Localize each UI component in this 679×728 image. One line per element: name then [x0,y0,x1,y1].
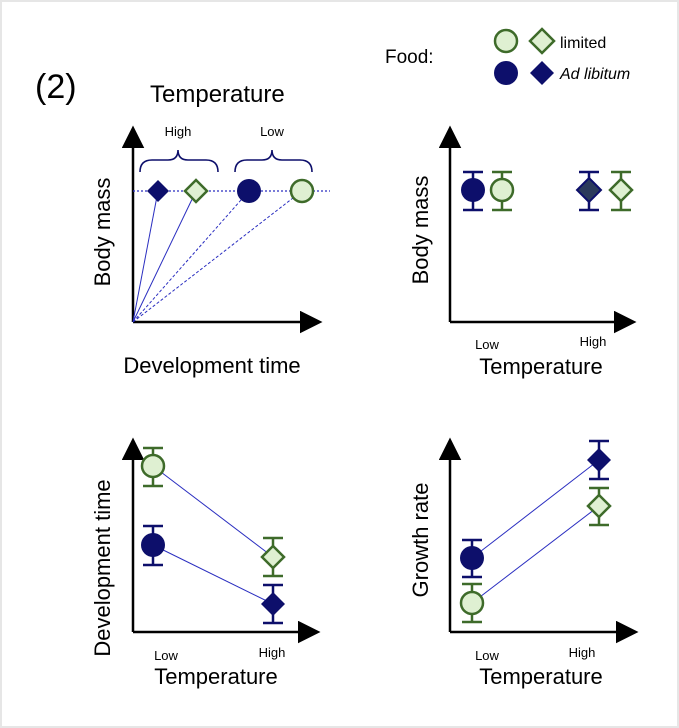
panel-label: (2) [35,68,77,106]
panel-a-low-adlib-circle [237,179,261,203]
panel-a-brace-low-label: Low [260,124,284,139]
panel-a-low-limited-circle [289,178,315,204]
legend-limited-label: limited [560,35,606,52]
panel-d-high-limited-diamond [586,493,612,519]
panel-a-high-adlib-diamond [147,180,169,202]
panel-c-adlib-line [152,544,274,605]
panel-a-ray-high-limited [132,190,197,323]
panel-b-low-limited-circle [489,177,515,203]
panel-a-brace-low [234,149,313,173]
legend-title: Food: [385,47,434,68]
legend-adlib-circle-icon [494,61,518,85]
panel-d-low-adlib-circle [460,546,484,570]
panel-c: Development time Low High Temperature [90,437,321,689]
panel-c-tick-low: Low [154,648,178,663]
panel-b-tick-low: Low [475,337,499,352]
panel-c-xlabel: Temperature [154,664,278,689]
panel-a-brace-high [139,149,219,173]
panel-c-high-adlib-diamond [261,592,285,616]
panel-b-high-adlib-diamond [575,176,603,204]
panel-a-ray-low-adlib [132,190,250,323]
panel-c-low-limited-circle [140,453,166,479]
panel-b-tick-high: High [580,334,607,349]
legend-limited-diamond-icon [528,27,556,55]
panel-c-high-limited-diamond [260,544,286,570]
panel-c-limited-line [152,465,274,558]
panel-d-ylabel: Growth rate [408,483,433,598]
panel-d: Growth rate Low High Temperature [408,437,639,689]
panel-d-tick-high: High [569,645,596,660]
panel-d-tick-low: Low [475,648,499,663]
panel-d-xlabel: Temperature [479,664,603,689]
panel-a-high-limited-diamond [183,178,209,204]
panel-d-adlib-line [471,459,600,559]
panel-a-brace-high-label: High [165,124,192,139]
panel-b: Body mass Low High Temperature [408,125,637,379]
panel-c-tick-high: High [259,645,286,660]
panel-b-ylabel: Body mass [408,176,433,285]
panel-b-high-limited-diamond [608,177,634,203]
panel-c-ylabel: Development time [90,479,115,656]
panel-c-low-adlib-circle [141,533,165,557]
panel-d-limited-line [471,505,600,604]
panel-d-high-adlib-diamond [587,448,611,472]
panel-a-ylabel: Body mass [90,178,115,287]
panel-b-xlabel: Temperature [479,354,603,379]
panel-b-low-adlib-circle [461,178,485,202]
panel-d-low-limited-circle [459,590,485,616]
panel-a: Body mass Development time High Low [90,124,330,378]
legend-adlib-diamond-icon [530,61,554,85]
legend-adlib-label: Ad libitum [559,66,630,83]
panel-a-xlabel: Development time [123,353,300,378]
legend: Food: limited Ad libitum [385,27,630,85]
legend-limited-circle-icon [493,28,519,54]
top-title: Temperature [150,81,285,108]
panel-a-ray-low-limited [132,190,303,323]
panel-a-ray-high-adlib [132,190,159,323]
